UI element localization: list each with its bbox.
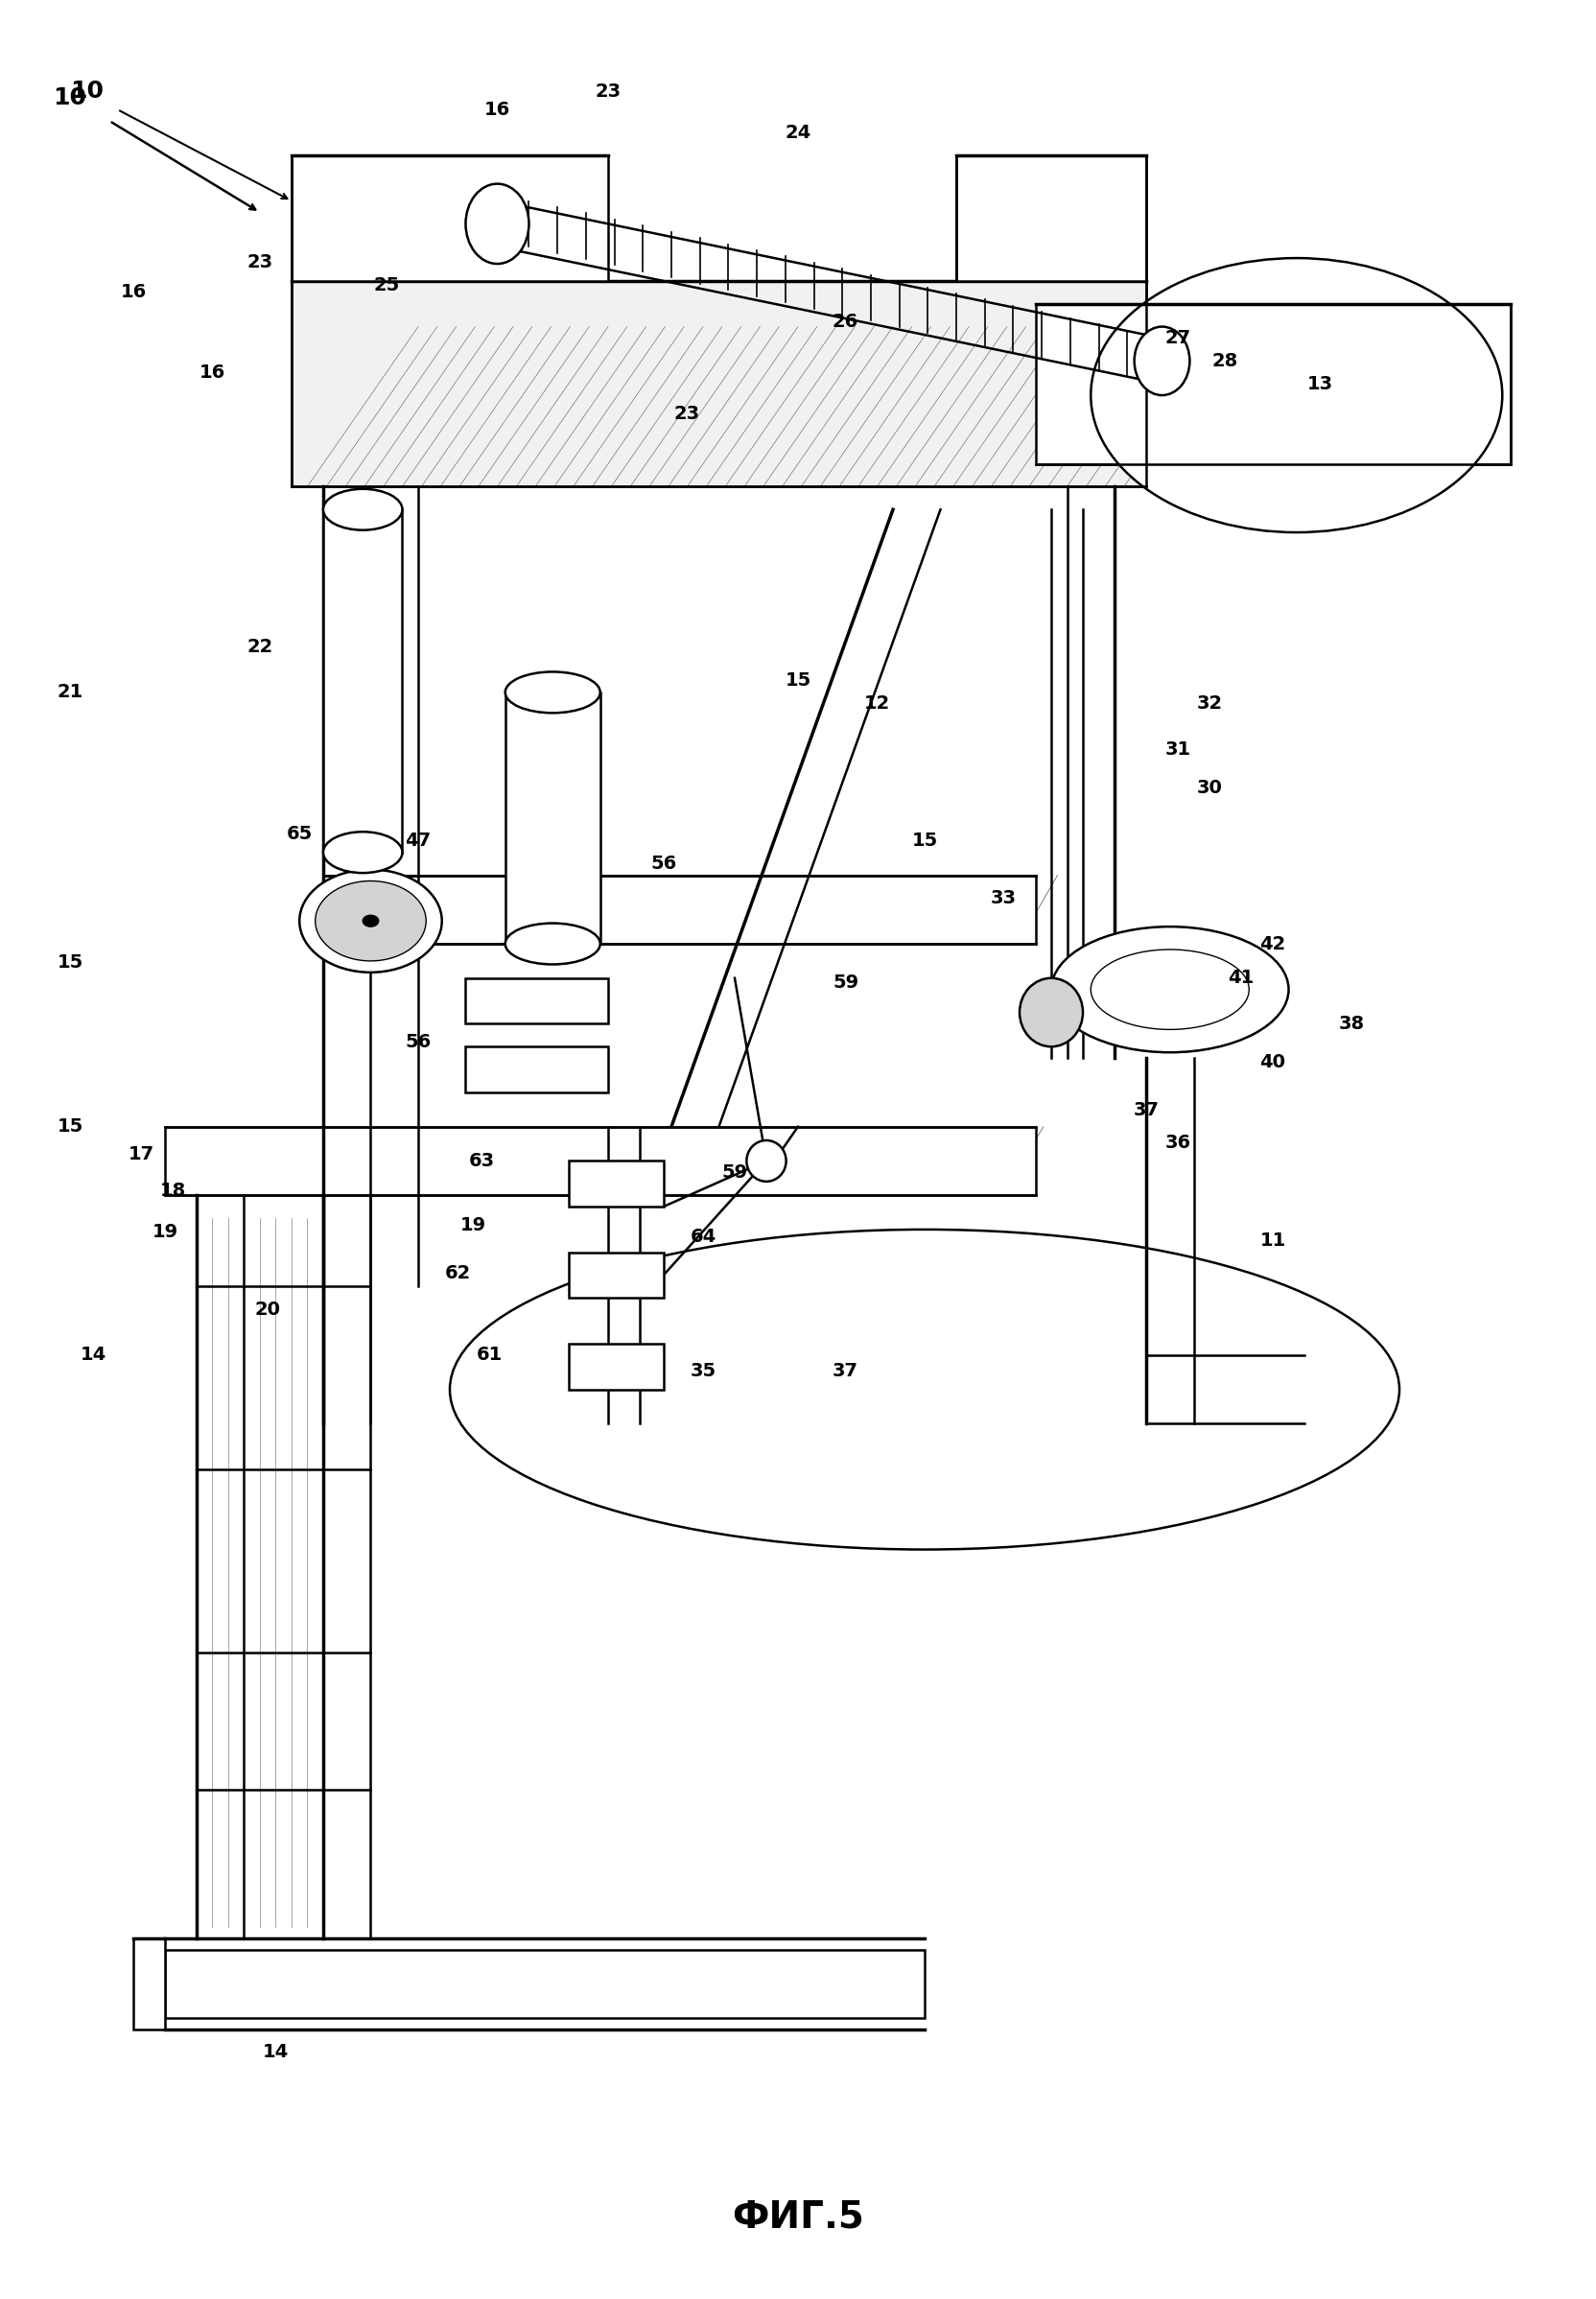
Text: 36: 36: [1165, 1133, 1191, 1152]
Text: 38: 38: [1339, 1014, 1365, 1032]
Ellipse shape: [1020, 977, 1082, 1046]
Text: 47: 47: [405, 832, 431, 851]
Polygon shape: [506, 692, 600, 945]
Polygon shape: [324, 510, 402, 853]
Ellipse shape: [1090, 257, 1502, 533]
Text: 56: 56: [405, 1032, 431, 1051]
Text: 12: 12: [863, 694, 891, 713]
Ellipse shape: [1052, 926, 1288, 1053]
Text: 27: 27: [1165, 329, 1191, 347]
Text: 13: 13: [1307, 375, 1333, 393]
Text: 22: 22: [247, 637, 273, 655]
Ellipse shape: [450, 1230, 1400, 1550]
Text: 16: 16: [484, 101, 511, 120]
Text: 10: 10: [70, 80, 104, 103]
Ellipse shape: [506, 924, 600, 963]
Text: 20: 20: [255, 1301, 281, 1320]
Text: 59: 59: [721, 1163, 747, 1182]
Text: 23: 23: [674, 405, 701, 423]
Text: 15: 15: [57, 954, 83, 970]
Text: 10: 10: [53, 87, 86, 110]
Text: 14: 14: [263, 2044, 289, 2062]
Text: 18: 18: [160, 1182, 185, 1200]
Text: 64: 64: [689, 1228, 717, 1246]
Text: 30: 30: [1197, 779, 1223, 798]
Text: 37: 37: [833, 1361, 859, 1379]
Text: 16: 16: [120, 283, 147, 301]
Polygon shape: [568, 1345, 664, 1389]
Ellipse shape: [316, 881, 426, 961]
Text: 23: 23: [595, 83, 621, 101]
Polygon shape: [164, 1127, 1036, 1195]
Ellipse shape: [1090, 949, 1250, 1030]
Text: 62: 62: [445, 1264, 471, 1283]
Text: 61: 61: [476, 1347, 503, 1363]
Text: 11: 11: [1259, 1232, 1286, 1251]
Text: 56: 56: [651, 855, 677, 874]
Ellipse shape: [324, 832, 402, 874]
Text: 63: 63: [469, 1152, 495, 1170]
Text: 17: 17: [128, 1145, 155, 1163]
Text: 65: 65: [286, 825, 313, 844]
Polygon shape: [466, 1046, 608, 1092]
Text: 14: 14: [81, 1347, 107, 1363]
Ellipse shape: [300, 869, 442, 972]
Text: 31: 31: [1165, 740, 1191, 759]
Text: 42: 42: [1259, 936, 1286, 952]
Text: 16: 16: [200, 363, 225, 382]
Polygon shape: [568, 1253, 664, 1299]
Ellipse shape: [747, 1140, 787, 1182]
Text: 21: 21: [57, 683, 83, 701]
Text: 25: 25: [373, 276, 399, 294]
Text: 24: 24: [785, 124, 811, 143]
Text: 15: 15: [911, 832, 938, 851]
Polygon shape: [324, 876, 1036, 945]
Text: 19: 19: [152, 1223, 177, 1241]
Ellipse shape: [362, 915, 378, 926]
Ellipse shape: [466, 184, 528, 264]
Text: 40: 40: [1259, 1053, 1286, 1071]
Ellipse shape: [506, 671, 600, 713]
Polygon shape: [134, 1938, 164, 2030]
Text: 35: 35: [689, 1361, 717, 1379]
Text: 15: 15: [57, 1117, 83, 1136]
Polygon shape: [292, 156, 608, 280]
Text: 26: 26: [833, 313, 859, 331]
Text: 15: 15: [785, 671, 811, 690]
Text: 33: 33: [991, 890, 1017, 908]
Polygon shape: [292, 280, 1146, 487]
Text: ФИГ.5: ФИГ.5: [733, 2198, 863, 2235]
Polygon shape: [164, 1950, 924, 2019]
Text: 19: 19: [461, 1216, 487, 1235]
Text: 37: 37: [1133, 1101, 1159, 1120]
Polygon shape: [568, 1161, 664, 1207]
Text: 28: 28: [1213, 352, 1238, 370]
Polygon shape: [956, 156, 1146, 280]
Polygon shape: [466, 977, 608, 1023]
Ellipse shape: [324, 490, 402, 531]
Text: 59: 59: [833, 972, 859, 991]
Text: 32: 32: [1197, 694, 1223, 713]
Text: 23: 23: [247, 253, 273, 271]
Polygon shape: [1036, 303, 1510, 464]
Ellipse shape: [1135, 326, 1189, 395]
Text: 41: 41: [1227, 968, 1254, 986]
